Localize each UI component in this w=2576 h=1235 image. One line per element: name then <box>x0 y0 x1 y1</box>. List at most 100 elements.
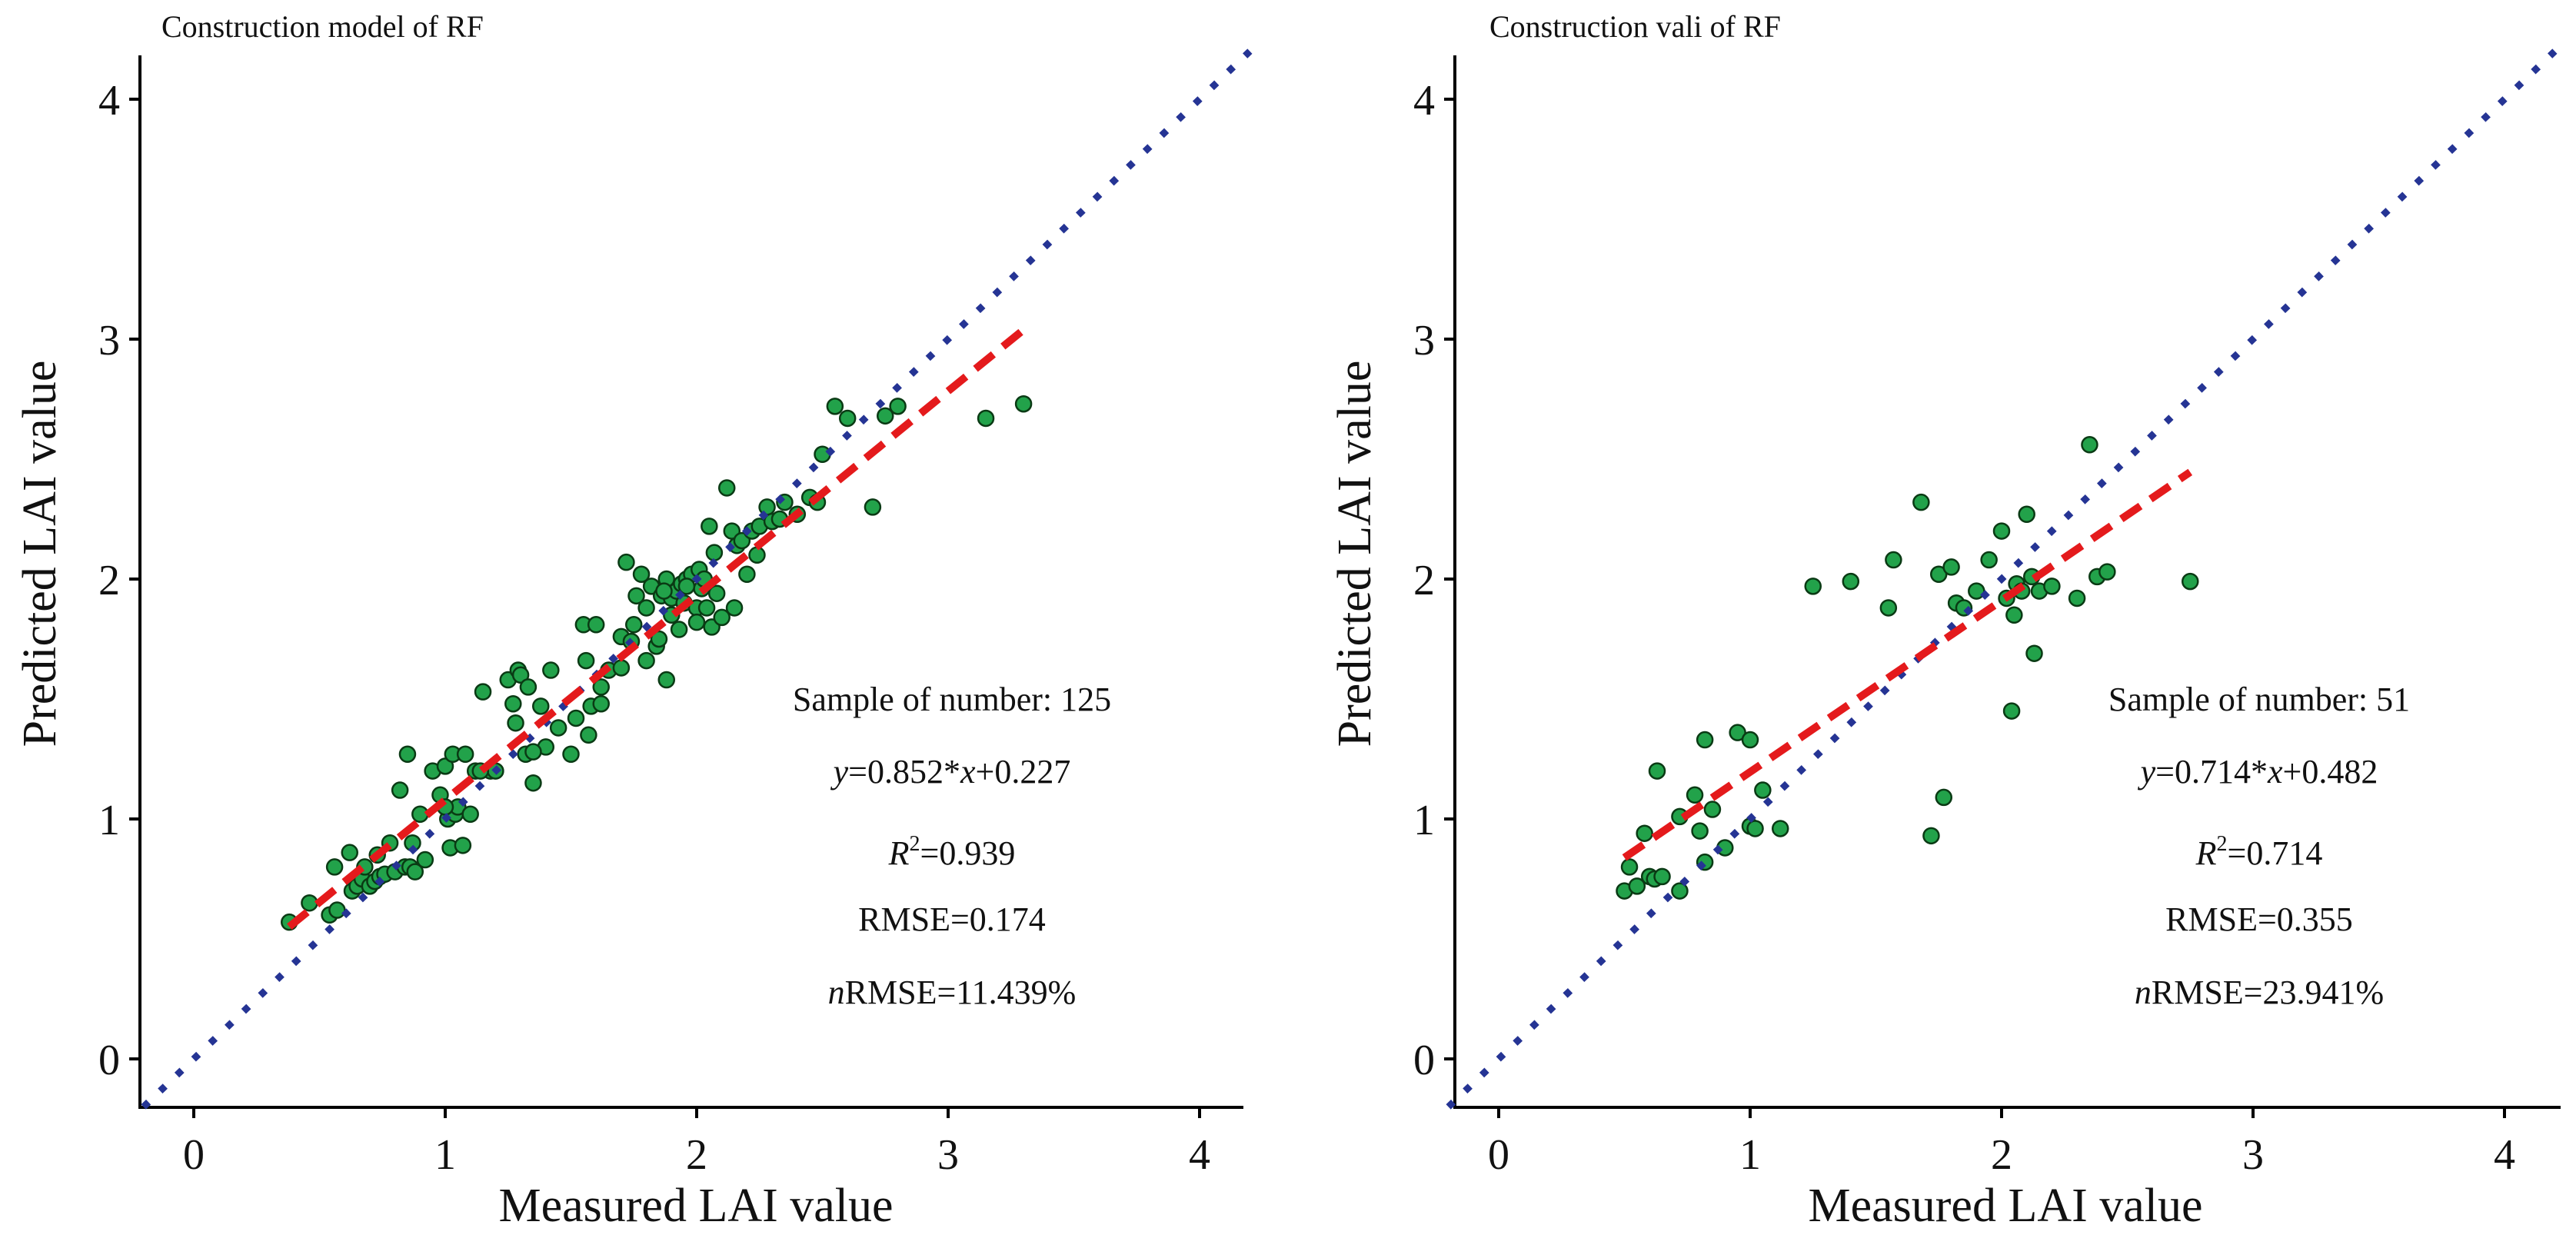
panel-2-data-point <box>1741 731 1759 749</box>
panel-1-y-tick-label: 2 <box>98 557 120 604</box>
panel-1-data-point <box>411 805 429 824</box>
panel-1-data-point <box>511 666 530 684</box>
panel-2-x-tick-label: 0 <box>1488 1131 1509 1179</box>
panel-2-data-point <box>1942 558 1960 576</box>
panel-1-data-point <box>748 546 766 564</box>
panel-1-data-point <box>507 714 524 732</box>
panel-1-data-point <box>637 599 655 617</box>
panel-2-title: Construction vali of RF <box>1489 9 1781 44</box>
panel-2-data-point <box>1671 882 1689 900</box>
panel-1-data-point <box>328 901 346 919</box>
panel-2-data-point <box>2081 436 2098 454</box>
panel-1-data-point <box>524 774 542 792</box>
panel-1-y-axis-label: Predicted LAI value <box>14 361 66 747</box>
panel-1-x-tick-label: 4 <box>1189 1131 1210 1179</box>
panel-1-rmse: RMSE=0.174 <box>858 900 1046 938</box>
panel-2-data-point <box>2018 505 2035 524</box>
panel-1-eq-intercept: +0.227 <box>976 753 1071 791</box>
panel-1-data-point <box>504 694 522 713</box>
panel-2-x-tick-label: 1 <box>1739 1131 1761 1179</box>
panel-1-data-point <box>617 553 635 571</box>
panel-1-data-point <box>456 745 474 764</box>
panel-2-nrmse-value: RMSE=23.941% <box>2152 974 2384 1011</box>
panel-2-data-point <box>1648 762 1666 780</box>
panel-1-data-point <box>524 743 542 761</box>
panel-1-data-point <box>826 398 844 415</box>
panel-1-data-point <box>814 445 831 464</box>
panel-1-data-point <box>838 409 857 428</box>
panel-2-data-point <box>1885 551 1902 569</box>
panel-2: Construction vali of RF 0 1 2 3 4 0 1 2 3 4 Measu… <box>1329 9 2561 1232</box>
panel-2-one-to-one-line <box>1446 48 2558 1110</box>
panel-2-data-point <box>1686 786 1704 804</box>
panel-2-x-tick-label: 2 <box>1991 1131 2012 1179</box>
panel-1-data-point <box>701 518 718 535</box>
panel-1-sample-count: Sample of number: 125 <box>793 681 1111 718</box>
panel-1-data-point <box>519 678 537 696</box>
panel-1-data-point <box>580 726 597 744</box>
panel-1-r2-value: =0.939 <box>920 834 1016 872</box>
panel-2-data-point <box>1992 522 2011 540</box>
panel-1-y-tick-label: 3 <box>98 317 120 365</box>
panel-1-data-point <box>725 599 744 617</box>
panel-1-data-point <box>577 651 595 670</box>
panel-2-data-point <box>1879 599 1898 617</box>
panel-1: Construction model of RF 0 1 2 3 4 0 1 2 3 4 Meas… <box>14 9 1253 1232</box>
panel-1-data-point <box>532 697 550 715</box>
panel-2-data-points <box>1616 436 2199 900</box>
panel-2-r-squared: R2=0.714 <box>2195 832 2323 872</box>
panel-1-data-point <box>655 582 673 600</box>
panel-1-data-point <box>670 621 688 638</box>
panel-2-data-point <box>2068 589 2086 608</box>
panel-1-data-point <box>542 661 560 679</box>
panel-2-r2-superscript: 2 <box>2217 832 2228 856</box>
panel-2-x-tick-label: 3 <box>2242 1131 2264 1179</box>
panel-2-data-point <box>1729 724 1746 741</box>
panel-1-eq-slope: =0.852* <box>848 753 960 791</box>
panel-1-eq-x: x <box>960 753 976 791</box>
panel-1-data-point <box>612 659 631 677</box>
panel-1-data-point <box>877 407 894 425</box>
panel-1-data-point <box>627 587 645 605</box>
panel-2-data-point <box>2182 572 2199 591</box>
panel-1-x-tick-label: 3 <box>937 1131 959 1179</box>
panel-2-data-point <box>1691 822 1709 840</box>
panel-1-data-point <box>738 565 756 584</box>
panel-1-plot: 0 1 2 3 4 0 1 2 3 4 <box>98 48 1253 1179</box>
panel-1-data-point <box>341 844 358 861</box>
panel-2-data-point <box>2002 702 2021 720</box>
panel-1-x-axis-label: Measured LAI value <box>498 1180 893 1232</box>
panel-1-y-tick-label: 0 <box>98 1037 120 1084</box>
panel-1-x-tick-label: 0 <box>183 1131 205 1179</box>
panel-1-data-point <box>592 678 610 696</box>
panel-1-data-point <box>705 544 724 561</box>
panel-2-data-point <box>1620 858 1639 876</box>
panel-1-data-point <box>461 805 479 824</box>
panel-2-rmse: RMSE=0.355 <box>2165 900 2353 938</box>
panel-2-regression-line <box>1622 468 2193 861</box>
panel-2-data-point <box>1842 572 1860 591</box>
panel-1-data-point <box>325 858 344 876</box>
panel-2-x-tick-label: 4 <box>2494 1131 2515 1179</box>
panel-1-data-point <box>637 651 655 670</box>
panel-2-nrmse-n: n <box>2135 974 2152 1011</box>
panel-1-data-point <box>416 851 434 869</box>
panel-2-data-point <box>1930 565 1948 584</box>
panel-2-r2-value: =0.714 <box>2228 834 2323 872</box>
panel-1-data-point <box>657 671 676 689</box>
panel-2-data-point <box>1636 824 1653 842</box>
panel-2-nrmse: nRMSE=23.941% <box>2135 974 2384 1011</box>
panel-1-data-points <box>281 394 1033 931</box>
panel-2-data-point <box>2005 606 2023 624</box>
panel-1-regression-line <box>287 326 1027 930</box>
panel-2-data-point <box>1746 820 1764 837</box>
panel-2-eq-y: y <box>2138 753 2156 791</box>
panel-1-regression-equation: y=0.852*x+0.227 <box>830 753 1071 791</box>
panel-2-y-tick-label: 4 <box>1413 77 1435 125</box>
panel-1-data-point <box>301 894 318 912</box>
panel-1-one-to-one-line <box>141 48 1253 1110</box>
panel-2-plot: 0 1 2 3 4 0 1 2 3 4 <box>1413 48 2561 1179</box>
panel-2-y-tick-label: 1 <box>1413 797 1435 844</box>
panel-1-data-point <box>717 479 736 497</box>
